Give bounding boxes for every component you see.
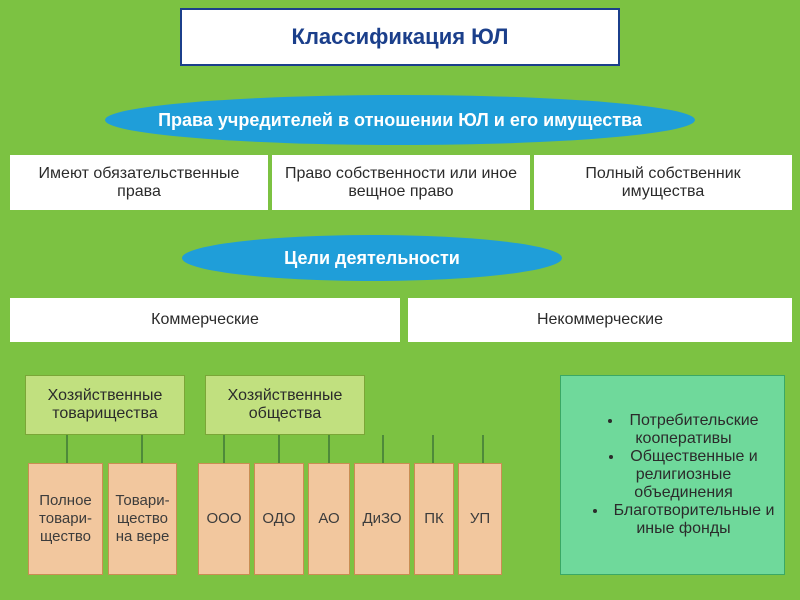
commercial-leaf: АО (308, 463, 350, 575)
leaf-text: УП (470, 510, 490, 528)
commercial-leaf: ОДО (254, 463, 304, 575)
section1-col: Право собственности или иное вещное прав… (272, 155, 530, 210)
leaf-text: ДиЗО (362, 510, 401, 528)
commercial-leaf: ПК (414, 463, 454, 575)
commercial-leaf: УП (458, 463, 502, 575)
section2-header: Цели деятельности (182, 235, 562, 281)
noncommercial-panel: Потребительские кооперативы Общественные… (560, 375, 785, 575)
leaf-text: Полное товари-щество (31, 492, 100, 546)
commercial-leaf: ДиЗО (354, 463, 410, 575)
leaf-text: АО (318, 510, 339, 528)
commercial-group-text: Хозяйственные общества (210, 387, 360, 423)
diagram-title-text: Классификация ЮЛ (292, 24, 509, 50)
section2-col: Некоммерческие (408, 298, 792, 342)
noncommercial-list: Потребительские кооперативы Общественные… (569, 412, 776, 538)
section1-header-text: Права учредителей в отношении ЮЛ и его и… (158, 110, 642, 131)
section1-col-text: Имеют обязательственные права (18, 165, 260, 201)
noncommercial-item: Благотворительные и иные фонды (591, 502, 776, 538)
commercial-group: Хозяйственные общества (205, 375, 365, 435)
section1-col-text: Полный собственник имущества (542, 165, 784, 201)
leaf-text: Товари-щество на вере (111, 492, 174, 546)
leaf-text: ООО (206, 510, 241, 528)
section1-header: Права учредителей в отношении ЮЛ и его и… (105, 95, 695, 145)
commercial-leaf: ООО (198, 463, 250, 575)
commercial-group-text: Хозяйственные товарищества (30, 387, 180, 423)
commercial-leaf: Товари-щество на вере (108, 463, 177, 575)
noncommercial-item: Общественные и религиозные объединения (591, 448, 776, 502)
diagram-title: Классификация ЮЛ (180, 8, 620, 66)
leaf-text: ПК (424, 510, 444, 528)
section2-header-text: Цели деятельности (284, 248, 460, 269)
section1-col: Полный собственник имущества (534, 155, 792, 210)
leaf-text: ОДО (262, 510, 295, 528)
commercial-group: Хозяйственные товарищества (25, 375, 185, 435)
noncommercial-item: Потребительские кооперативы (591, 412, 776, 448)
section2-col-text: Некоммерческие (537, 311, 663, 329)
section2-col-text: Коммерческие (151, 311, 259, 329)
section2-col: Коммерческие (10, 298, 400, 342)
section1-col-text: Право собственности или иное вещное прав… (280, 165, 522, 201)
commercial-leaf: Полное товари-щество (28, 463, 103, 575)
section1-col: Имеют обязательственные права (10, 155, 268, 210)
